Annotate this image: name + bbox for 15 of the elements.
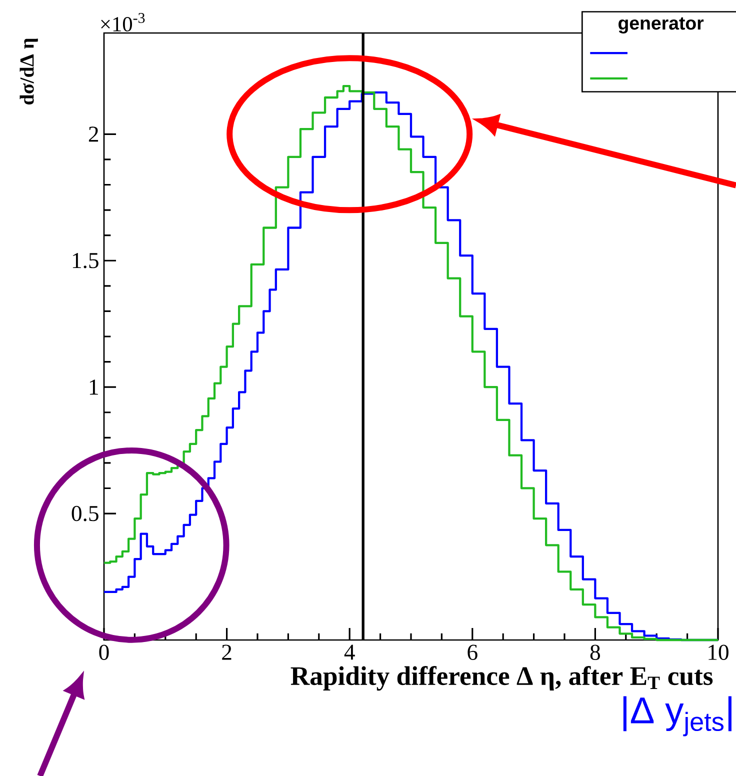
y-tick-label: 0.5 xyxy=(72,506,98,522)
x-tick-label: 10 xyxy=(708,644,728,660)
text: ×10$^{-3}$ xyxy=(101,12,145,32)
x-tick-label: 2 xyxy=(222,644,232,660)
y-tick-label: 1.5 xyxy=(72,252,98,268)
y-tick-label: 2 xyxy=(88,126,98,142)
y-tick-label: 1 xyxy=(90,380,98,395)
legend-title: generator xyxy=(618,17,704,34)
y-axis-title: dσ/dΔ η xyxy=(20,38,38,104)
x-tick-label: 8 xyxy=(590,644,600,660)
x-axis-title: Rapidity difference Δ η, after E$_{T}$ cuts xyxy=(290,666,713,691)
x-tick-label: 4 xyxy=(344,644,355,660)
x-tick-label: 0 xyxy=(99,644,109,660)
text: |Δ y$_{jets}$| xyxy=(623,696,732,736)
x-tick-label: 6 xyxy=(468,644,478,660)
